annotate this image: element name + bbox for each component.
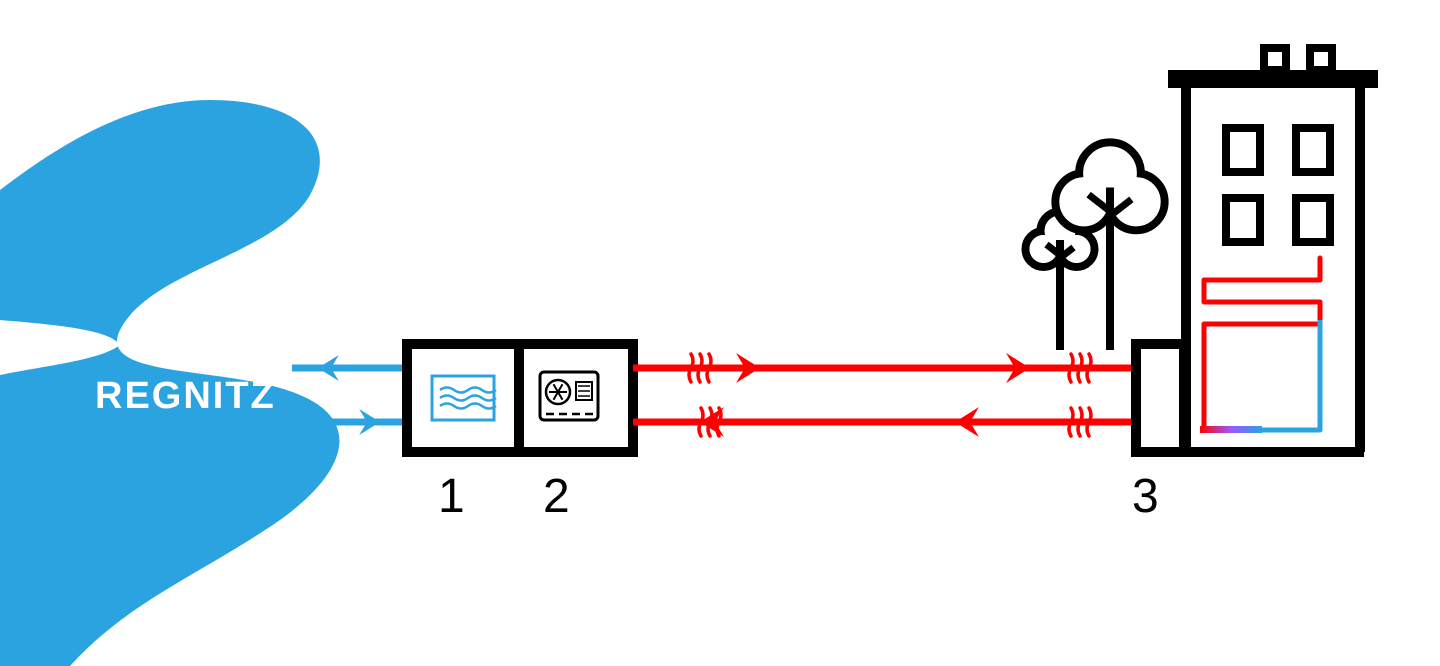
- station-number-3: 3: [1132, 470, 1159, 523]
- heat-wave-icon: [1087, 354, 1091, 382]
- cold-return-pipe: [1226, 320, 1320, 430]
- water-wave-icon: [440, 388, 496, 393]
- building-icon: [1168, 48, 1378, 452]
- river-label: REGNITZ: [95, 375, 276, 417]
- heat-wave-icon: [1069, 408, 1073, 436]
- window-icon: [1296, 198, 1330, 242]
- heat-wave-icon: [1069, 354, 1073, 382]
- water-wave-icon: [440, 396, 496, 401]
- heat-wave-icon: [698, 354, 702, 382]
- station-number-2: 2: [543, 470, 570, 523]
- heat-wave-icon: [1078, 408, 1082, 436]
- heat-wave-icon: [699, 408, 703, 436]
- station-number-1: 1: [438, 470, 465, 523]
- heat-pump-icon: [540, 372, 598, 420]
- window-icon: [1226, 128, 1260, 172]
- temperature-gradient: [1200, 426, 1262, 433]
- heat-wave-icon: [689, 354, 693, 382]
- window-icon: [1226, 198, 1260, 242]
- heat-wave-icon: [1087, 408, 1091, 436]
- window-icon: [1296, 128, 1330, 172]
- radiator-coil: [1204, 258, 1320, 430]
- heat-wave-icon: [1078, 354, 1082, 382]
- heat-wave-icon: [708, 408, 712, 436]
- water-wave-icon: [440, 404, 496, 409]
- heat-wave-icon: [707, 354, 711, 382]
- substation-box: [1136, 344, 1184, 452]
